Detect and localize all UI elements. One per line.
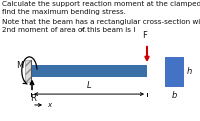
Bar xyxy=(31,65,147,77)
Text: L: L xyxy=(87,81,91,91)
Text: R: R xyxy=(30,94,36,103)
Text: 2nd moment of area of this beam is I: 2nd moment of area of this beam is I xyxy=(2,27,135,33)
Text: find the maximum bending stress.: find the maximum bending stress. xyxy=(2,9,126,15)
Text: x: x xyxy=(47,102,51,108)
Text: Note that the beam has a rectanglular cross-section with height of h and thickne: Note that the beam has a rectanglular cr… xyxy=(2,19,200,25)
Text: z: z xyxy=(81,27,84,32)
Text: F: F xyxy=(142,31,147,40)
Text: b: b xyxy=(172,91,177,100)
Bar xyxy=(165,57,184,87)
Bar xyxy=(25,60,31,82)
Text: Calculate the support reaction moment at the clamped part of the cantilever beam: Calculate the support reaction moment at… xyxy=(2,1,200,7)
Text: h: h xyxy=(186,67,192,76)
Text: M: M xyxy=(17,61,24,70)
Text: .: . xyxy=(84,27,86,33)
